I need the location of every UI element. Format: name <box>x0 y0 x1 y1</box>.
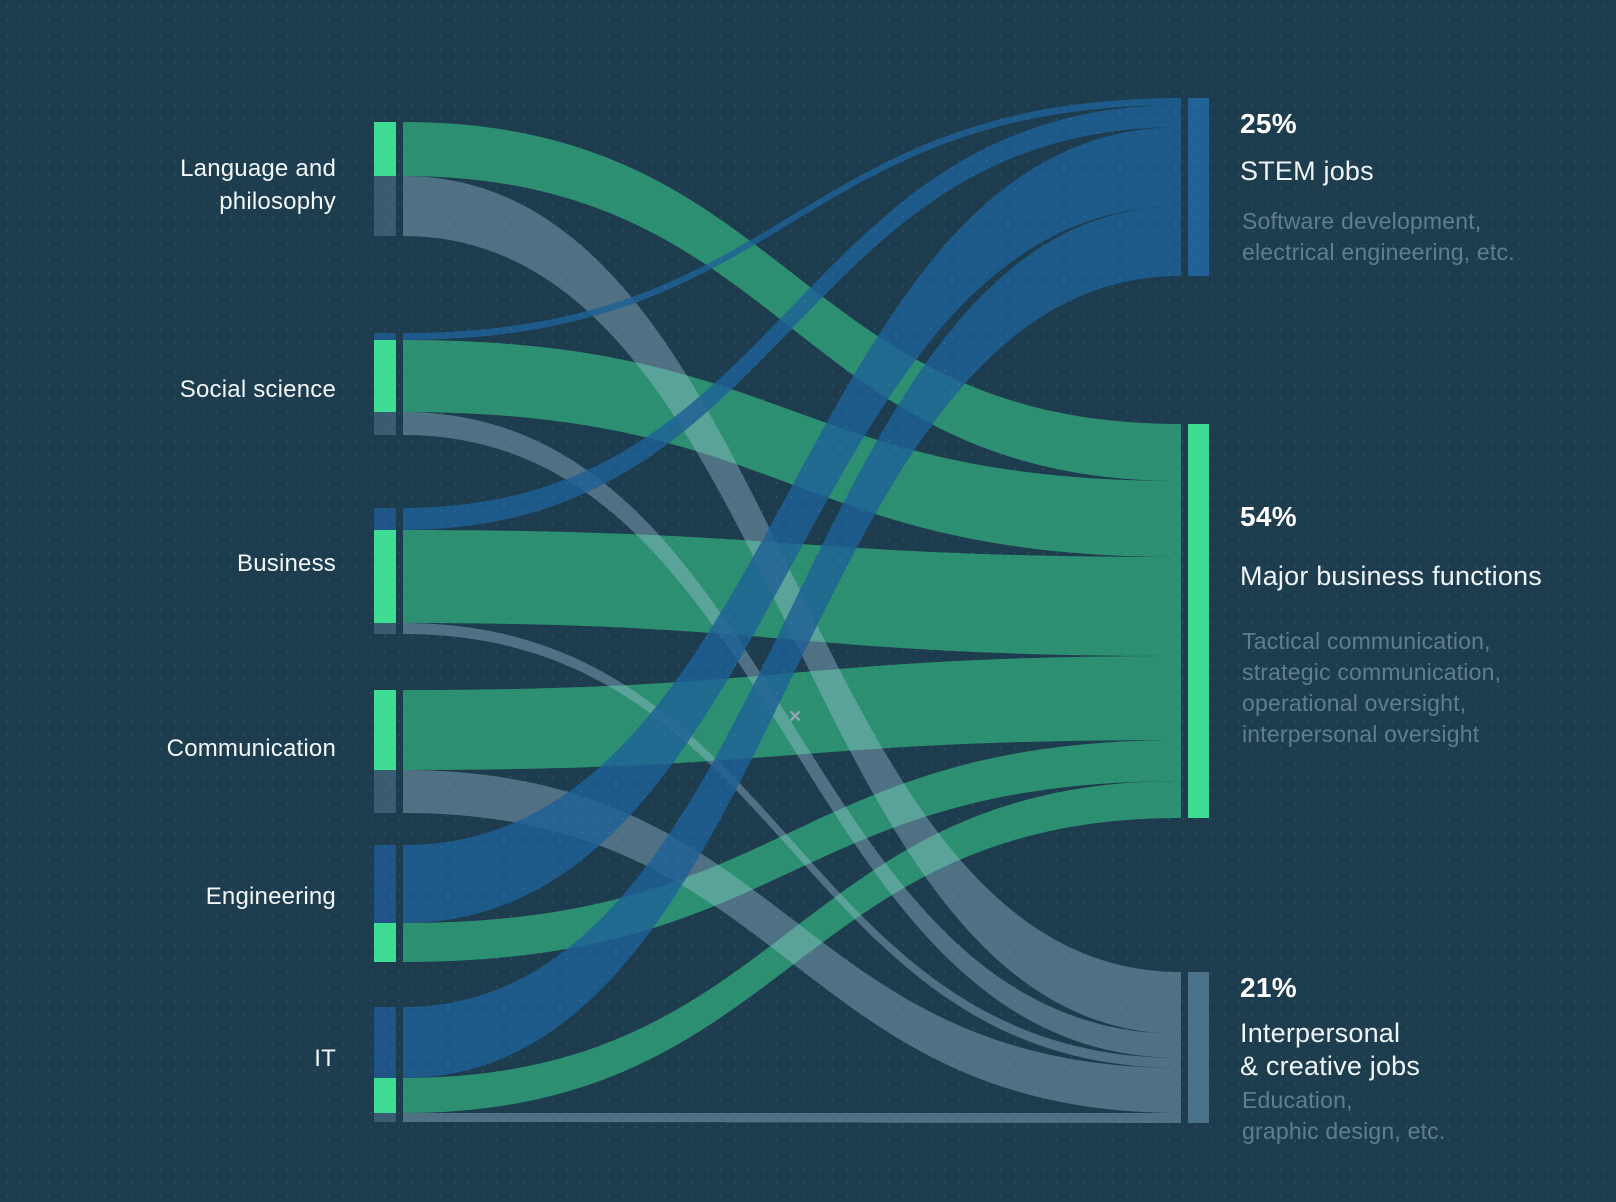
node-segment-engineering-stem <box>374 845 396 923</box>
flow-business-to-interpersonal-creative <box>403 623 1181 1068</box>
flow-engineering-to-stem <box>403 127 1181 923</box>
flow-communication-to-business-functions <box>403 656 1181 770</box>
node-segment-it-business-functions <box>374 1078 396 1113</box>
flow-it-to-stem <box>403 206 1181 1078</box>
flow-language-philosophy-to-business-functions <box>403 122 1181 481</box>
flow-communication-to-interpersonal-creative <box>403 770 1181 1113</box>
flow-it-to-interpersonal-creative <box>403 1113 1181 1123</box>
node-segment-communication-business-functions <box>374 690 396 770</box>
node-segment-communication-interpersonal-creative <box>374 770 396 813</box>
node-segment-it-stem <box>374 1007 396 1078</box>
flow-engineering-to-business-functions <box>403 740 1181 962</box>
node-stem <box>1188 98 1209 276</box>
node-business-functions <box>1188 424 1209 818</box>
node-segment-engineering-business-functions <box>374 923 396 962</box>
flow-it-to-business-functions <box>403 781 1181 1113</box>
node-segment-social-science-interpersonal-creative <box>374 412 396 435</box>
mouse-cursor: × <box>789 705 802 728</box>
flow-business-to-stem <box>403 105 1181 530</box>
flow-business-to-business-functions <box>403 530 1181 656</box>
node-segment-business-business-functions <box>374 530 396 623</box>
node-segment-social-science-business-functions <box>374 340 396 412</box>
node-segment-social-science-stem <box>374 333 396 340</box>
node-segment-business-stem <box>374 508 396 530</box>
flow-social-science-to-interpersonal-creative <box>403 412 1181 1058</box>
node-segment-business-interpersonal-creative <box>374 623 396 634</box>
flow-social-science-to-stem <box>403 98 1181 340</box>
node-segment-language-philosophy-interpersonal-creative <box>374 176 396 236</box>
node-segment-language-philosophy-business-functions <box>374 122 396 176</box>
flow-social-science-to-business-functions <box>403 340 1181 557</box>
node-segment-it-interpersonal-creative <box>374 1113 396 1122</box>
node-interpersonal-creative <box>1188 972 1209 1123</box>
flow-language-philosophy-to-interpersonal-creative <box>403 176 1181 1034</box>
